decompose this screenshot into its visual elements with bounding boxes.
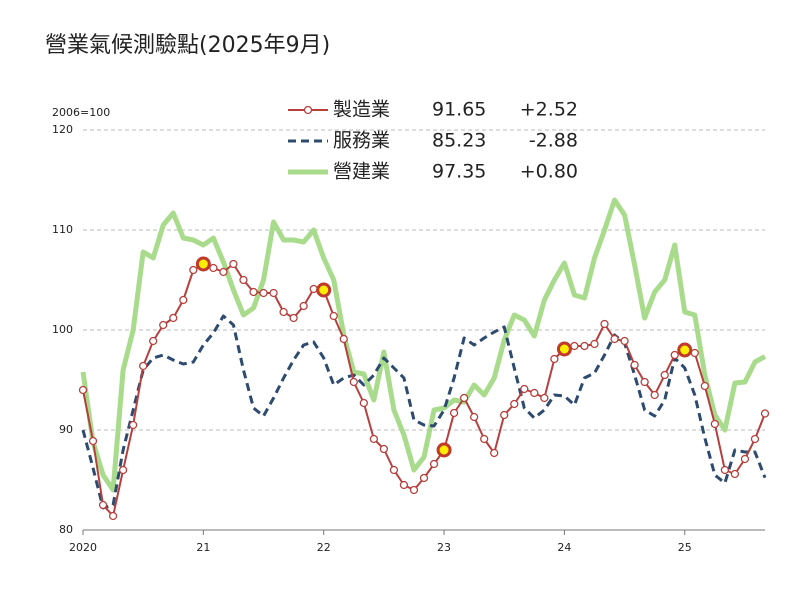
legend-change: +0.80 <box>520 161 578 183</box>
y-tick-label: 90 <box>59 423 73 436</box>
marker <box>650 390 659 400</box>
highlight-marker <box>436 442 452 458</box>
marker <box>449 408 459 418</box>
marker <box>690 348 699 358</box>
marker <box>409 485 419 495</box>
marker <box>570 341 579 351</box>
marker <box>359 398 368 408</box>
marker <box>169 313 178 323</box>
x-tick-label: 24 <box>557 541 571 554</box>
chart-title: 營業氣候測驗點(2025年9月) <box>45 33 330 58</box>
marker <box>369 434 379 444</box>
marker <box>730 469 740 479</box>
marker <box>249 287 258 297</box>
marker <box>520 384 529 394</box>
legend-label: 服務業 <box>333 130 390 152</box>
marker <box>98 500 108 510</box>
marker <box>269 288 278 298</box>
x-tick-label: 2020 <box>69 541 97 554</box>
legend-change: +2.52 <box>520 99 578 121</box>
marker <box>349 377 358 387</box>
marker <box>259 288 268 298</box>
y-tick-label: 80 <box>59 523 73 536</box>
marker <box>630 360 639 370</box>
y-tick-label: 120 <box>52 123 73 136</box>
marker <box>469 412 479 422</box>
legend-marker <box>303 105 313 115</box>
marker <box>108 511 118 521</box>
x-tick-label: 21 <box>196 541 210 554</box>
highlight-marker <box>195 256 211 272</box>
marker <box>419 473 429 483</box>
marker <box>640 377 649 387</box>
x-tick-label: 23 <box>437 541 451 554</box>
x-tick-label: 25 <box>678 541 692 554</box>
marker <box>740 454 750 464</box>
marker <box>590 339 599 349</box>
marker <box>219 267 228 277</box>
marker <box>118 465 128 475</box>
legend-label: 製造業 <box>333 99 390 121</box>
marker <box>700 381 709 391</box>
marker <box>480 434 489 444</box>
series-line <box>80 197 767 493</box>
y-axis-label: 2006=100 <box>52 106 110 119</box>
marker <box>670 350 679 360</box>
legend-change: -2.88 <box>529 130 578 152</box>
marker <box>720 465 730 475</box>
marker <box>750 434 760 444</box>
marker <box>510 399 519 409</box>
marker <box>540 393 549 403</box>
marker <box>760 409 770 418</box>
marker <box>209 263 218 273</box>
marker <box>239 275 248 285</box>
marker <box>660 370 669 380</box>
marker <box>550 354 559 364</box>
legend-value: 91.65 <box>432 99 486 121</box>
marker <box>149 336 158 346</box>
marker <box>620 336 629 346</box>
marker <box>710 419 720 429</box>
marker <box>128 420 138 430</box>
marker <box>379 444 389 454</box>
legend-label: 營建業 <box>333 161 390 183</box>
marker <box>339 334 348 344</box>
highlight-marker <box>316 282 332 298</box>
marker <box>500 410 509 420</box>
marker <box>139 361 148 371</box>
highlight-marker <box>677 342 693 358</box>
marker <box>429 459 439 469</box>
series-line <box>81 314 767 510</box>
y-tick-label: 110 <box>52 223 73 236</box>
marker <box>309 284 318 294</box>
legend-value: 97.35 <box>432 161 486 183</box>
marker <box>179 295 188 305</box>
marker <box>600 319 609 329</box>
marker <box>78 385 88 395</box>
marker <box>389 465 399 475</box>
marker <box>329 311 338 321</box>
marker <box>399 480 409 490</box>
marker <box>289 313 298 323</box>
marker <box>279 307 288 317</box>
marker <box>490 448 499 458</box>
legend-value: 85.23 <box>432 130 486 152</box>
marker <box>299 301 308 311</box>
marker <box>88 436 98 446</box>
x-tick-label: 22 <box>317 541 331 554</box>
marker <box>459 393 469 403</box>
y-tick-label: 100 <box>52 323 73 336</box>
marker <box>610 334 619 344</box>
marker <box>580 341 589 351</box>
highlight-marker <box>556 341 572 357</box>
marker <box>229 259 238 269</box>
marker <box>159 320 168 330</box>
marker <box>530 388 539 398</box>
marker <box>189 265 198 275</box>
